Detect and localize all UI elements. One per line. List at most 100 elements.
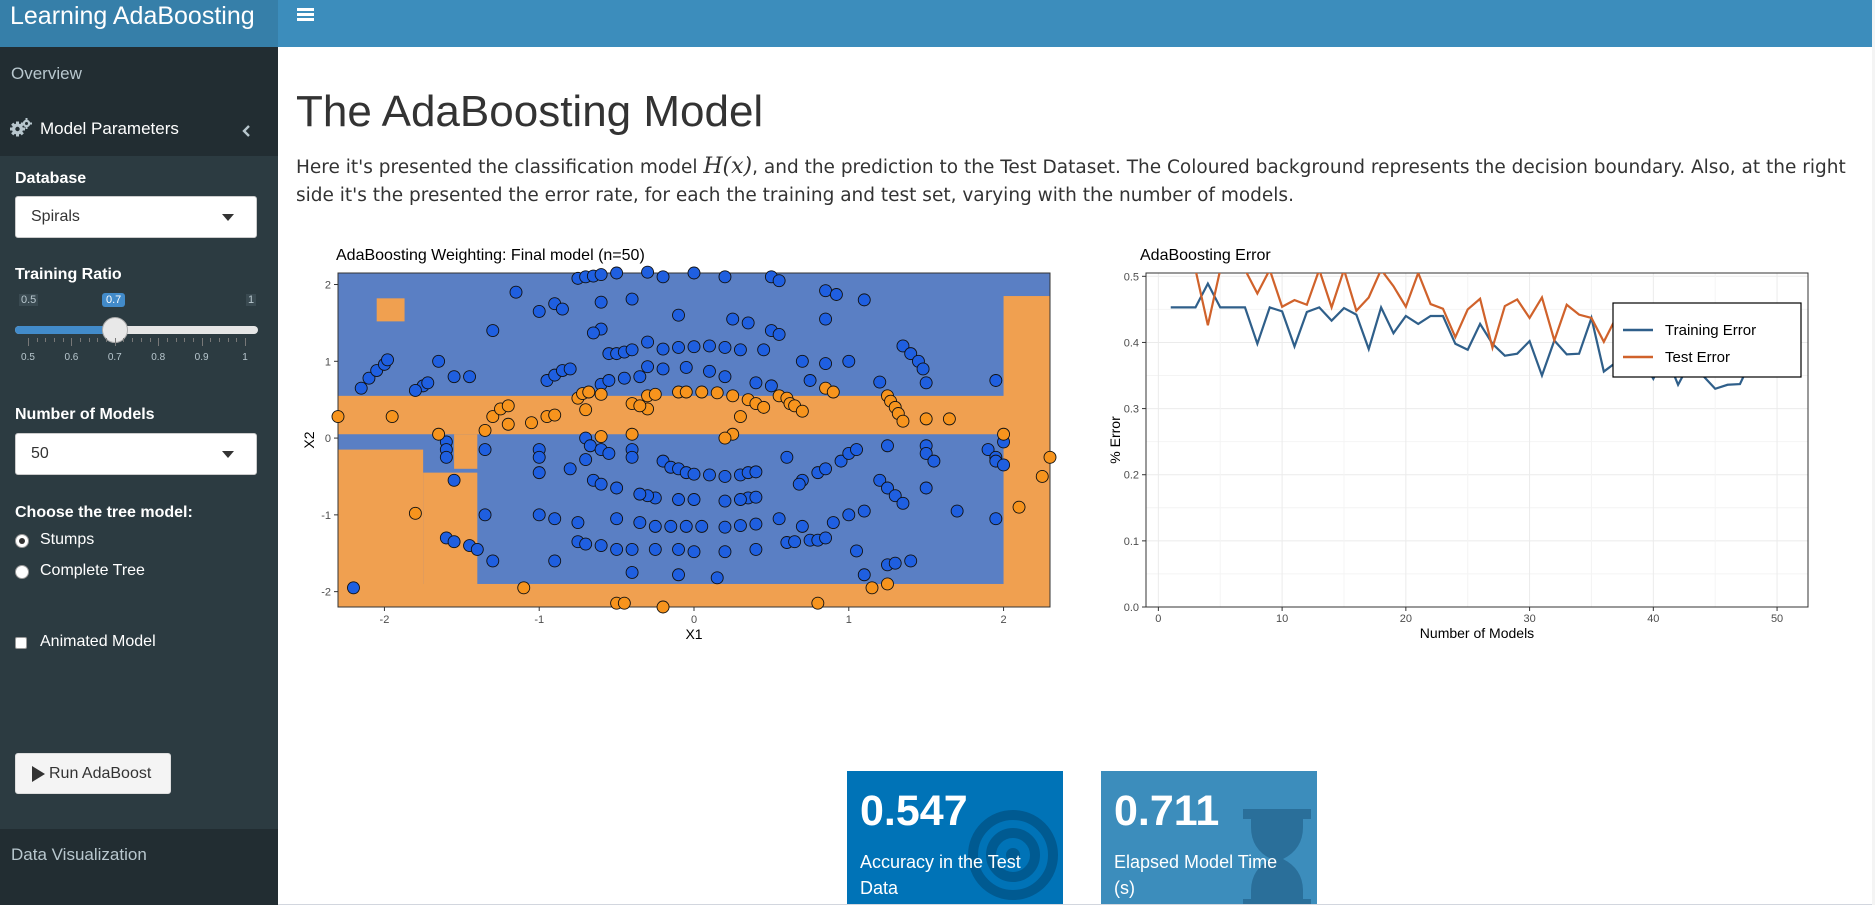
scatter-point	[997, 427, 1011, 441]
run-adaboost-button[interactable]: Run AdaBoost	[15, 753, 171, 794]
x-tick-label: 2	[1001, 614, 1007, 626]
intro-math: H(x)	[703, 154, 753, 179]
y-tick-label: 0.5	[1124, 271, 1139, 283]
x-tick-label: 10	[1276, 613, 1288, 625]
y-tick-label: 2	[325, 280, 331, 292]
scatter-point	[718, 545, 732, 559]
database-label: Database	[15, 170, 87, 187]
slider-tick-mark	[114, 338, 116, 346]
y-tick-label: 0.4	[1124, 337, 1139, 349]
scatter-point	[347, 581, 360, 595]
scatter-point	[718, 470, 732, 483]
number-of-models-value: 50	[31, 445, 49, 462]
slider-tick-mark	[175, 338, 177, 342]
scatter-point	[672, 341, 685, 354]
scatter-point	[873, 473, 887, 487]
scatter-point	[679, 385, 693, 399]
slider-fill	[15, 326, 115, 334]
sidebar-item-label: Overview	[11, 64, 82, 83]
slider-tick-mark	[227, 338, 229, 342]
slider-tick-mark	[62, 338, 64, 342]
database-select[interactable]: Spirals	[15, 196, 257, 238]
legend-label: Test Error	[1665, 349, 1730, 366]
scatter-point	[687, 340, 701, 354]
scatter-point	[733, 343, 747, 357]
y-tick-label: 0.2	[1124, 470, 1139, 482]
slider-tick-mark	[236, 338, 238, 342]
scatter-point	[625, 427, 639, 441]
scatter-point	[710, 571, 724, 585]
scatter-point	[610, 481, 624, 495]
scatter-point	[757, 400, 771, 414]
checkbox[interactable]	[15, 637, 27, 649]
scatter-point	[664, 519, 678, 533]
training-ratio-slider[interactable]: 0.5 1 0.7 0.5 0.6 0.7 0.8 0.9 1	[15, 292, 258, 372]
slider-tick-mark	[36, 338, 38, 342]
scatter-point	[656, 600, 670, 614]
slider-tick-mark	[192, 338, 194, 342]
scatter-point	[602, 446, 616, 460]
scatter-point	[470, 542, 484, 556]
scatter-point	[919, 481, 933, 495]
scatter-point	[486, 324, 500, 338]
sidebar-item-overview[interactable]: Overview	[0, 47, 278, 101]
scatter-point	[633, 487, 647, 501]
scatter-point	[834, 454, 848, 468]
scatter-point	[950, 504, 964, 518]
elapsed-time-value-box: 0.711 Elapsed Model Time (s)	[1101, 771, 1317, 905]
scatter-point	[803, 374, 817, 387]
number-of-models-label: Number of Models	[15, 406, 155, 423]
slider-grid: 0.5 0.6 0.7 0.8 0.9 1	[15, 338, 258, 368]
intro-text-after: , and the prediction to the Test Dataset…	[296, 157, 1846, 206]
scatter-point	[478, 443, 492, 457]
scatter-point	[486, 554, 500, 568]
main-content: The AdaBoosting Model Here it's presente…	[278, 47, 1875, 905]
scatter-point	[850, 544, 863, 558]
sidebar-item-model-parameters[interactable]: Model Parameters	[0, 102, 278, 156]
scatter-point	[703, 364, 716, 378]
scatter-point	[857, 568, 871, 582]
scatter-point	[548, 408, 562, 422]
scatter-point	[447, 473, 461, 487]
scatter-point	[362, 371, 376, 385]
scatter-point	[749, 490, 763, 504]
series-line-training-error	[1170, 281, 1778, 391]
sidebar-toggle-icon[interactable]	[297, 4, 319, 26]
scatter-point	[718, 431, 732, 445]
app-logo[interactable]: Learning AdaBoosting	[0, 0, 278, 47]
scatter-point	[648, 542, 662, 556]
scatter-point	[517, 581, 531, 595]
training-ratio-label: Training Ratio	[15, 266, 122, 283]
scatter-point	[625, 565, 639, 579]
scatter-point	[710, 386, 724, 400]
scatter-point	[594, 268, 608, 281]
scatter-point	[819, 312, 833, 326]
radio-button-selected[interactable]	[15, 534, 29, 548]
scatter-point	[594, 477, 608, 491]
scatter-point	[772, 327, 786, 341]
scatter-point	[842, 508, 856, 522]
scatter-point	[1043, 450, 1057, 464]
intro-text-before: Here it's presented the classification m…	[296, 157, 704, 178]
y-tick-label: -2	[321, 587, 331, 599]
scatter-point	[486, 410, 500, 424]
scatter-point	[857, 293, 871, 307]
accuracy-value: 0.547	[860, 787, 968, 835]
radio-button[interactable]	[15, 565, 29, 579]
scatter-point	[625, 343, 639, 357]
slider-tick-mark	[210, 338, 212, 342]
number-of-models-select[interactable]: 50	[15, 433, 257, 475]
scatter-point	[447, 535, 461, 549]
sidebar-item-data-visualization[interactable]: Data Visualization	[0, 829, 278, 883]
y-tick-label: 1	[325, 356, 331, 368]
decision-region-class-b	[338, 395, 1050, 435]
gears-icon	[10, 118, 32, 138]
error-plot-title: AdaBoosting Error	[1140, 247, 1271, 264]
slider-track[interactable]	[15, 326, 258, 334]
scatter-point	[447, 370, 461, 384]
scatter-point	[586, 326, 600, 340]
scatter-point	[888, 489, 902, 503]
scatter-point	[594, 295, 608, 309]
scatter-point	[881, 439, 894, 453]
